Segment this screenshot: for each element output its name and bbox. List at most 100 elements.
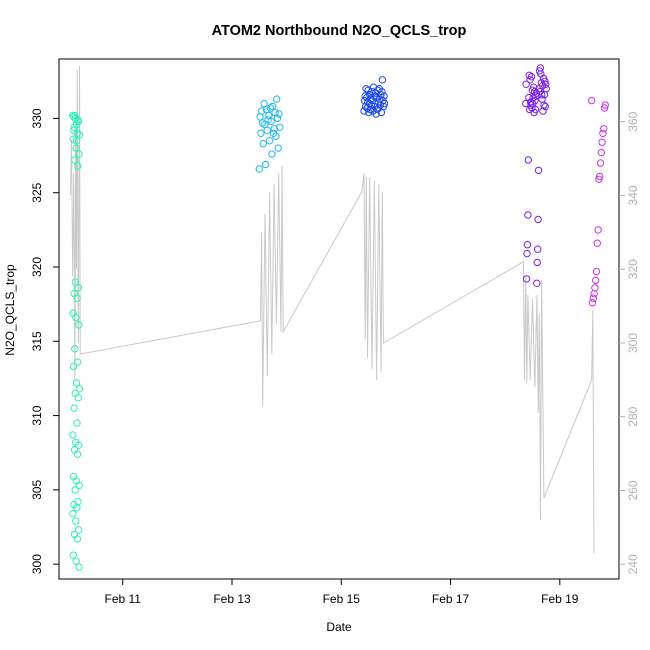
scatter-point: [72, 379, 81, 387]
scatter-point: [264, 116, 272, 124]
plot-frame: [58, 58, 620, 580]
scatter-point: [539, 107, 547, 115]
y-tick-label: 310: [30, 405, 44, 425]
scatter-point: [598, 138, 606, 146]
scatter-point: [73, 294, 81, 302]
y-tick-label: 330: [30, 108, 44, 128]
y2-tick-label: 300: [626, 333, 640, 353]
scatter-point: [540, 101, 548, 109]
scatter-point: [71, 486, 79, 494]
scatter-point: [597, 148, 605, 157]
scatter-point: [73, 358, 82, 366]
scatter-point: [276, 123, 284, 132]
x-tick-label: Feb 19: [541, 592, 579, 606]
scatter-point: [526, 76, 534, 84]
scatter-point: [591, 284, 599, 292]
scatter-point: [273, 95, 281, 103]
scatter-point: [70, 404, 78, 412]
scatter-point: [73, 450, 82, 458]
scatter-point: [541, 102, 549, 111]
scatter-point: [593, 239, 601, 247]
scatter-point: [526, 98, 535, 106]
scatter-point: [536, 88, 544, 96]
scatter-point: [74, 284, 83, 292]
scatter-point: [361, 92, 369, 100]
scatter-point: [72, 144, 80, 152]
scatter-point: [592, 276, 600, 285]
scatter-point: [592, 267, 601, 276]
scatter-point: [73, 535, 82, 543]
scatter-point: [69, 362, 78, 371]
scatter-point: [269, 129, 278, 138]
scatter-point: [74, 116, 82, 124]
x-tick-label: Feb 17: [432, 592, 470, 606]
scatter-point: [261, 160, 270, 169]
scatter-point: [265, 137, 274, 145]
scatter-point: [588, 299, 597, 307]
scatter-point: [73, 137, 81, 145]
scatter-point: [524, 156, 532, 164]
scatter-point: [75, 563, 83, 571]
y-tick-label: 305: [30, 480, 44, 500]
scatter-point: [72, 313, 80, 322]
scatter-point: [72, 517, 80, 525]
scatter-point: [378, 76, 387, 84]
scatter-point: [533, 279, 541, 287]
scatter-point: [274, 144, 282, 152]
scatter-point: [526, 105, 534, 114]
scatter-point: [595, 175, 603, 184]
scatter-point: [75, 441, 83, 449]
scatter-point: [588, 96, 596, 105]
scatter-point: [601, 101, 609, 109]
scatter-point: [265, 111, 273, 120]
scatter-point: [522, 275, 531, 283]
x-tick-label: Feb 13: [213, 592, 251, 606]
scatter-point: [258, 107, 266, 115]
scatter-point: [364, 86, 372, 94]
scatter-point: [257, 129, 265, 138]
y2-tick-label: 340: [626, 185, 640, 205]
scatter-point: [523, 249, 531, 258]
scatter-point: [524, 211, 532, 219]
scatter-point: [275, 110, 283, 118]
secondary-line-series: [69, 66, 595, 554]
scatter-point: [69, 135, 77, 143]
y-tick-label: 320: [30, 257, 44, 277]
scatter-point: [538, 95, 546, 103]
scatter-point: [535, 67, 544, 75]
scatter-point: [72, 557, 80, 565]
scatter-point: [71, 345, 79, 353]
chart-title: ATOM2 Northbound N2O_QCLS_trop: [212, 23, 467, 39]
scatter-point: [256, 113, 264, 121]
y-axis-label: N2O_QCLS_trop: [3, 264, 17, 356]
scatter-point: [266, 104, 275, 112]
scatter-point: [362, 85, 370, 93]
y2-tick-label: 280: [626, 406, 640, 426]
y2-tick-label: 320: [626, 259, 640, 279]
scatter-point: [73, 419, 81, 427]
scatter-point: [600, 125, 608, 133]
scatter-point: [534, 245, 542, 253]
scatter-point: [536, 64, 545, 72]
scatter-point: [73, 504, 81, 512]
scatter-point: [525, 71, 533, 80]
scatter-point: [255, 165, 263, 173]
scatter-point: [260, 99, 268, 108]
scatter-point: [74, 394, 82, 402]
y2-tick-label: 360: [626, 111, 640, 131]
scatter-series: [69, 64, 609, 571]
scatter-point: [70, 126, 78, 135]
scatter-point: [71, 156, 79, 164]
scatter-point: [529, 99, 537, 108]
x-axis: Feb 11 Feb 13 Feb 15 Feb 17 Feb 19: [105, 579, 579, 606]
scatter-point: [69, 551, 78, 559]
scatter-point: [259, 140, 267, 148]
x-tick-label: Feb 15: [323, 592, 361, 606]
scatter-point: [534, 215, 542, 224]
scatter-point: [532, 89, 541, 97]
scatter-point: [365, 108, 373, 117]
scatter-point: [527, 101, 535, 109]
scatter-point: [534, 166, 543, 175]
scatter-point: [589, 294, 597, 302]
